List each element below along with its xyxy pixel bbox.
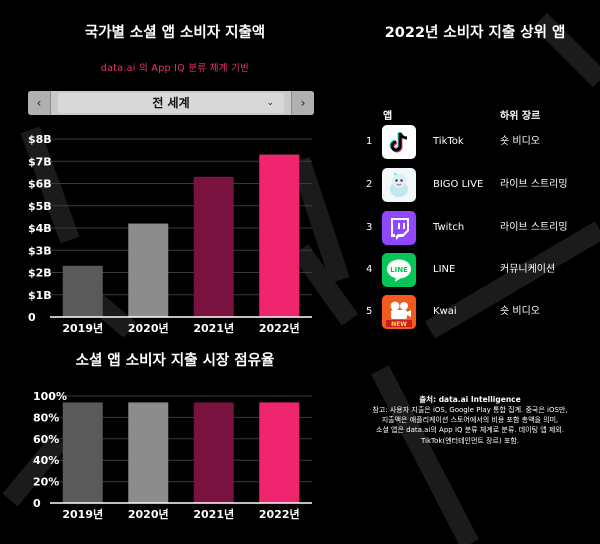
bar — [259, 154, 300, 317]
source-note-line: TikTok(엔터테인먼트 장르) 포함. — [420, 436, 520, 445]
app-genre: 라이브 스트리밍 — [500, 222, 568, 233]
y-tick-label: 80% — [33, 411, 59, 424]
app-name: TikTok — [433, 136, 464, 147]
kwai-badge-text: NEW — [391, 321, 407, 328]
y-tick-label: 100% — [33, 390, 67, 403]
rank-number: 4 — [366, 264, 373, 275]
app-name: LINE — [433, 264, 456, 275]
line-logo-text: LINE — [390, 266, 408, 274]
table-row: 4 LINE LINE 커뮤니케이션 — [360, 250, 590, 290]
y-tick-label: $4B — [28, 222, 52, 235]
share-bar-chart: 0 20% 40% 60% 80% 100% 2019년 2020년 2021년 2022년 — [33, 390, 312, 521]
table-header-genre: 하위 장르 — [500, 111, 541, 122]
x-tick-label: 2020년 — [128, 507, 169, 521]
y-tick-label: 20% — [33, 476, 59, 489]
y-tick-label: $8B — [28, 133, 52, 146]
source-note: 참고: 사용자 지출은 iOS, Google Play 통합 집계. 중국은 … — [350, 405, 590, 446]
bar — [259, 402, 300, 503]
bigo-live-logo-icon — [382, 168, 416, 202]
x-tick-label: 2019년 — [62, 321, 103, 335]
left-chart-subtitle: data.ai 의 App IQ 분류 체계 기반 — [100, 63, 250, 74]
rank-number: 3 — [366, 222, 373, 233]
top-apps-title: 2022년 소비자 지출 상위 앱 — [384, 25, 566, 41]
app-genre: 라이브 스트리밍 — [500, 179, 568, 190]
table-row: 2 BIGO LIVE 라이브 스트리밍 — [360, 165, 590, 205]
region-dropdown-value: 전 세계 — [152, 96, 190, 110]
app-genre: 커뮤니케이션 — [500, 264, 556, 275]
y-tick-label: 0 — [28, 311, 36, 324]
x-tick-label: 2022년 — [259, 321, 300, 335]
rank-number: 2 — [366, 179, 373, 190]
chevron-right-icon: › — [300, 96, 306, 110]
y-tick-label: $7B — [28, 155, 52, 168]
y-tick-label: 40% — [33, 454, 59, 467]
share-chart-title: 소셜 앱 소비자 지출 시장 점유율 — [75, 353, 275, 369]
chevron-left-icon: ‹ — [36, 96, 42, 110]
x-tick-label: 2019년 — [62, 507, 103, 521]
x-tick-label: 2020년 — [128, 321, 169, 335]
y-tick-label: $1B — [28, 289, 52, 302]
kwai-logo-icon: NEW — [382, 295, 416, 329]
prev-region-button[interactable]: ‹ — [28, 91, 51, 115]
rank-number: 1 — [366, 136, 373, 147]
chevron-down-icon: ⌄ — [266, 98, 274, 108]
app-name: BIGO LIVE — [433, 179, 484, 190]
app-name: Twitch — [433, 222, 465, 233]
bar — [62, 265, 103, 317]
app-name: Kwai — [433, 306, 457, 317]
bar — [128, 402, 169, 503]
region-dropdown[interactable]: 전 세계 ⌄ — [58, 93, 284, 113]
app-genre: 숏 비디오 — [500, 306, 540, 317]
app-genre: 숏 비디오 — [500, 136, 540, 147]
twitch-logo-icon — [382, 211, 416, 245]
source-note-line: 지출액은 애플리케이션 스토어에서의 비용 포함 총액을 의미, — [381, 416, 559, 425]
x-tick-label: 2022년 — [259, 507, 300, 521]
bar — [193, 176, 234, 317]
y-tick-label: $6B — [28, 178, 52, 191]
y-tick-label: $3B — [28, 244, 52, 257]
left-chart-title: 국가별 소셜 앱 소비자 지출액 — [84, 25, 266, 41]
line-logo-icon: LINE — [382, 253, 416, 287]
spending-bar-chart: 0 $1B $2B $3B $4B $5B $6B $7B $8B 2019년 2020년 2021년… — [28, 133, 312, 335]
y-tick-label: $5B — [28, 200, 52, 213]
bar — [193, 402, 234, 503]
region-selector: ‹ 전 세계 ⌄ › — [28, 91, 314, 115]
source-title: 출처: data.ai Intelligence — [419, 395, 521, 404]
table-header-app: 앱 — [383, 111, 393, 122]
table-row: 3 Twitch 라이브 스트리밍 — [360, 208, 590, 248]
tiktok-logo-icon — [382, 125, 416, 159]
source-note-line: 참고: 사용자 지출은 iOS, Google Play 통합 집계. 중국은 … — [372, 406, 568, 414]
x-tick-label: 2021년 — [193, 507, 234, 521]
y-tick-label: $2B — [28, 267, 52, 280]
x-tick-label: 2021년 — [193, 321, 234, 335]
y-tick-label: 60% — [33, 433, 59, 446]
next-region-button[interactable]: › — [291, 91, 314, 115]
table-row: 5 NEW Kwai 숏 비디오 — [360, 292, 590, 332]
y-tick-label: 0 — [33, 497, 41, 510]
table-row: 1 TikTok 숏 비디오 — [360, 122, 590, 162]
bar — [62, 402, 103, 503]
bar — [128, 223, 169, 317]
source-note-line: 소셜 앱은 data.ai의 App IQ 분류 체계로 분류. 데이팅 앱 제… — [375, 426, 565, 435]
rank-number: 5 — [366, 306, 373, 317]
